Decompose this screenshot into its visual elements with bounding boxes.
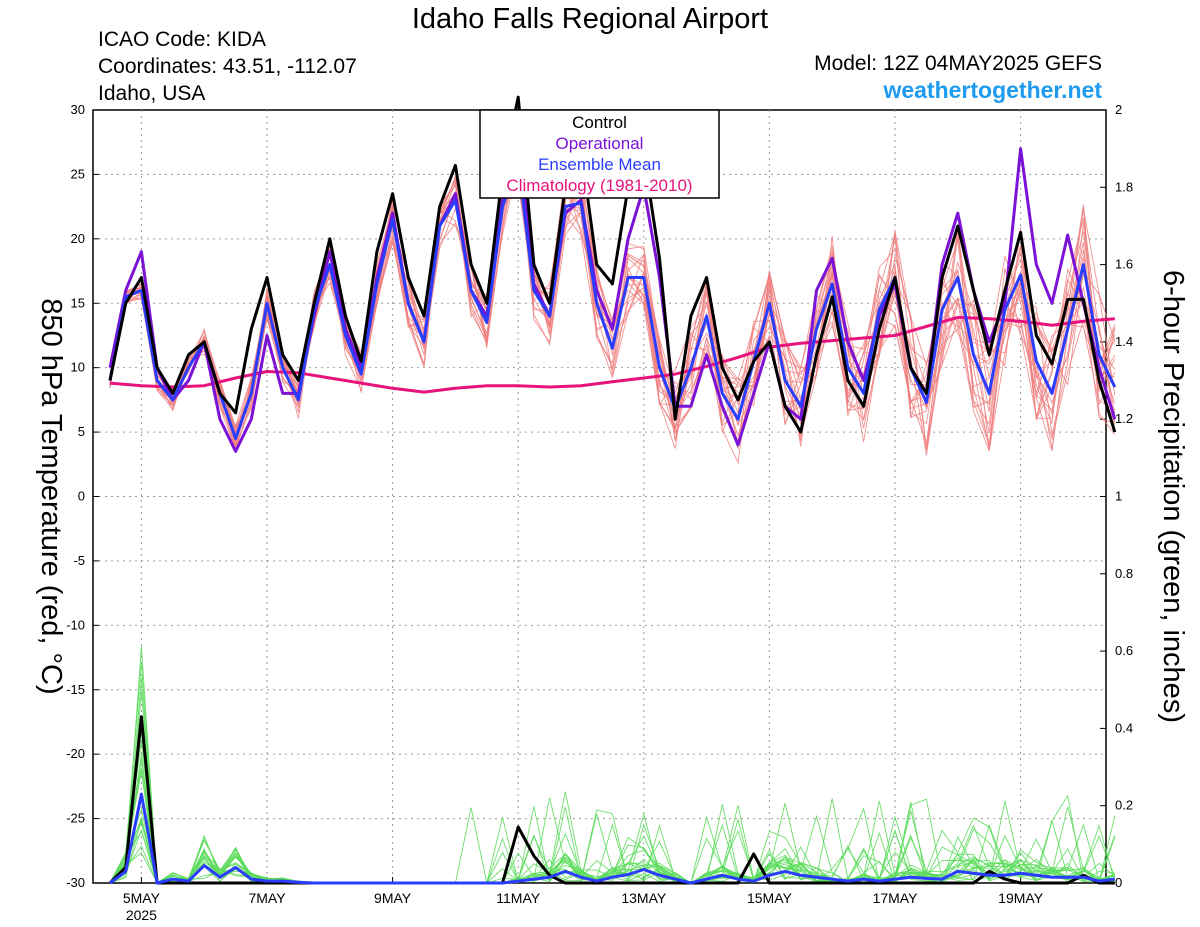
ensemble-member-precip-line xyxy=(109,726,1115,884)
y-tick-label: 30 xyxy=(71,102,85,117)
ensemble-mean-precipitation-line xyxy=(109,792,1115,885)
y-axis-label: 850 hPa Temperature (red, °C) xyxy=(35,298,67,694)
x-tick-label: 15MAY xyxy=(747,890,793,906)
x-tick-label: 5MAY xyxy=(123,890,161,906)
y-tick-label: -20 xyxy=(66,746,85,761)
y-tick-label: 15 xyxy=(71,295,85,310)
ensemble-member-precip-line xyxy=(109,828,1115,884)
y2-tick-label: 1.4 xyxy=(1115,334,1133,349)
x-tick-label: 9MAY xyxy=(374,890,412,906)
x-tick-label: 17MAY xyxy=(873,890,919,906)
y2-tick-label: 1.2 xyxy=(1115,411,1133,426)
y-tick-label: -30 xyxy=(66,875,85,890)
y-tick-label: -25 xyxy=(66,811,85,826)
chart-title: Idaho Falls Regional Airport xyxy=(411,3,769,35)
y2-tick-label: 1.6 xyxy=(1115,257,1133,272)
y2-tick-label: 0.4 xyxy=(1115,720,1133,735)
ensemble-mean-temperature-line xyxy=(108,160,1117,440)
control-temperature-line xyxy=(108,95,1117,434)
ensemble-member-precip-line xyxy=(109,662,1115,884)
icao-code: ICAO Code: KIDA xyxy=(98,28,267,51)
legend-entry: Ensemble Mean xyxy=(538,155,661,174)
region: Idaho, USA xyxy=(98,82,206,105)
x-tick-label: 11MAY xyxy=(496,890,540,906)
legend-entry: Control xyxy=(572,113,627,132)
x-tick-year: 2025 xyxy=(126,907,157,923)
operational-temperature-line xyxy=(108,134,1117,453)
model-run: Model: 12Z 04MAY2025 GEFS xyxy=(814,52,1102,75)
coordinates: Coordinates: 43.51, -112.07 xyxy=(98,55,357,78)
y-tick-label: 10 xyxy=(71,360,85,375)
legend-box xyxy=(479,109,720,199)
y2-tick-label: 0.8 xyxy=(1115,566,1133,581)
y-tick-label: 25 xyxy=(71,166,85,181)
x-tick-label: 13MAY xyxy=(621,890,667,906)
x-tick-label: 19MAY xyxy=(998,890,1044,906)
y2-tick-label: 0 xyxy=(1115,875,1122,890)
site-link[interactable]: weathertogether.net xyxy=(883,77,1102,103)
y-tick-label: 20 xyxy=(71,231,85,246)
y2-tick-label: 1 xyxy=(1115,489,1122,504)
control-precipitation-line xyxy=(108,715,1115,885)
y-tick-label: -10 xyxy=(66,617,85,632)
y2-tick-label: 0.2 xyxy=(1115,798,1133,813)
y2-tick-label: 0.6 xyxy=(1115,643,1133,658)
y-tick-label: 0 xyxy=(78,489,85,504)
y2-axis-label: 6-hour Precipitation (green, inches) xyxy=(1157,270,1189,723)
y-tick-label: 5 xyxy=(78,424,85,439)
y2-tick-label: 1.8 xyxy=(1115,179,1133,194)
legend-entry: Climatology (1981-2010) xyxy=(506,176,692,195)
legend-entry: Operational xyxy=(556,134,644,153)
x-tick-label: 7MAY xyxy=(248,890,286,906)
y-tick-label: -15 xyxy=(66,682,85,697)
y-tick-label: -5 xyxy=(73,553,85,568)
y2-tick-label: 2 xyxy=(1115,102,1122,117)
